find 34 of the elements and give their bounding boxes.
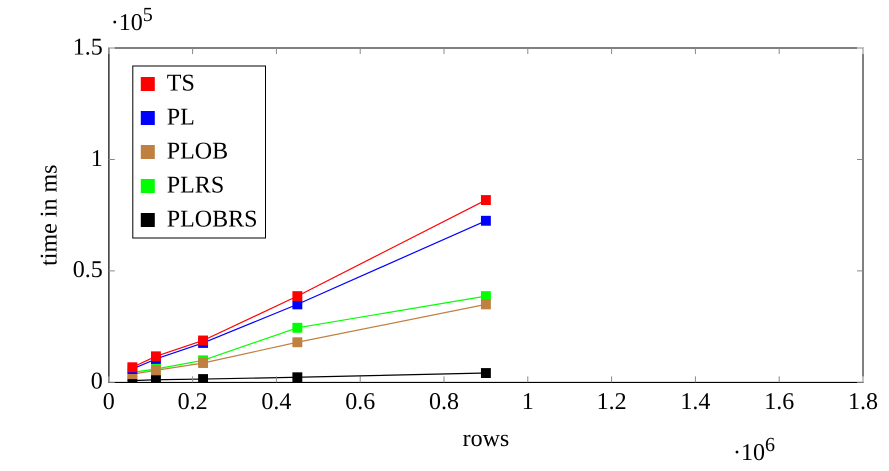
- x-axis-title: rows: [462, 426, 510, 452]
- point: [292, 291, 302, 302]
- x-tick-label: 0.2: [178, 389, 208, 416]
- x-tick-label: 0.6: [345, 389, 376, 416]
- point: [198, 374, 208, 382]
- text: ·10$^{6}$: [733, 434, 775, 468]
- y-axis-title: time in ms: [36, 164, 63, 266]
- legend-label: PL: [166, 104, 195, 130]
- legend-label: PLOB: [166, 138, 228, 164]
- y-tick-label: 0.5: [72, 257, 103, 284]
- x-tick-label: 1.6: [764, 389, 794, 416]
- x-tick-label: 1: [522, 389, 534, 416]
- y-tick-label: 0: [90, 368, 103, 395]
- legend-label: PLRS: [166, 172, 224, 198]
- x-tick-label: 1.4: [680, 389, 710, 416]
- point: [480, 299, 491, 310]
- point: [292, 372, 302, 382]
- text: ·10$^{5}$: [110, 4, 153, 37]
- point: [198, 336, 208, 346]
- point: [480, 195, 491, 205]
- point: [480, 216, 491, 226]
- point: [150, 351, 161, 362]
- point: [198, 358, 208, 368]
- point: [480, 368, 491, 378]
- x-tick-label: 0.8: [429, 389, 459, 416]
- y-tick-label: 1.5: [72, 34, 103, 60]
- point: [292, 337, 302, 348]
- legend-label: TS: [166, 70, 195, 96]
- x-tick-label: 0.4: [261, 389, 292, 416]
- y-tick-label: 1: [90, 146, 103, 172]
- point: [292, 322, 302, 333]
- legend-label: PLOBRS: [166, 206, 258, 232]
- x-tick-label: 1.2: [596, 389, 627, 416]
- x-tick-label: 1.8: [848, 389, 878, 416]
